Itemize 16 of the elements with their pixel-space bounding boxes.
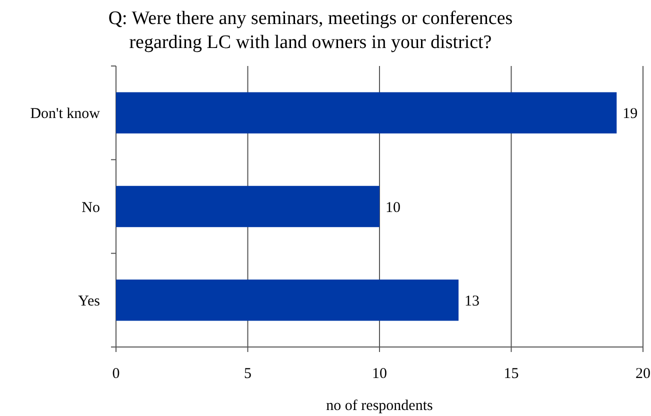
x-tick-label: 5: [244, 366, 252, 382]
x-tick-label: 20: [636, 366, 650, 382]
data-label: 13: [464, 293, 480, 310]
data-label: 19: [622, 106, 638, 122]
chart-title: Q: Were there any seminars, meetings or conferences regarding LC with land owners in your district?: [108, 8, 513, 53]
bar: [116, 92, 617, 134]
x-tick-label: 10: [372, 366, 387, 382]
y-tick-label: No: [82, 200, 100, 216]
bar: [116, 280, 459, 321]
data-label: 10: [386, 200, 400, 216]
x-axis-title: no of respondents: [326, 398, 433, 414]
y-tick-label: Don't know: [30, 106, 100, 122]
x-tick-label: 0: [112, 366, 120, 382]
x-tick-label: 15: [504, 366, 519, 382]
bar: [116, 186, 380, 228]
y-tick-label: Yes: [78, 293, 100, 310]
